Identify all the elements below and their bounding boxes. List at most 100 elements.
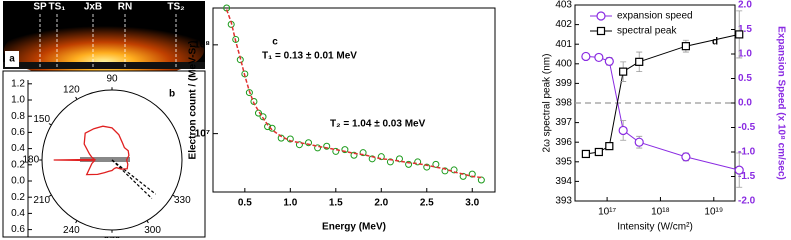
- legend-label: spectral peak: [617, 26, 677, 37]
- angle-tick-label: 330: [174, 195, 191, 206]
- x-tick-label: 3.0: [465, 198, 479, 209]
- y2-tick-label: 2.0: [738, 0, 752, 11]
- data-point: [432, 160, 440, 168]
- y-tick-label: 395: [555, 156, 572, 167]
- annotation: T₂ = 1.04 ± 0.03 MeV: [330, 119, 426, 130]
- data-point: [681, 152, 691, 162]
- y2-tick-label: 1.5: [738, 24, 752, 35]
- data-point: [332, 147, 340, 155]
- panel-label-box: [5, 51, 19, 67]
- data-point: [634, 137, 644, 147]
- panel-label: c: [272, 37, 278, 48]
- legend-marker: [596, 11, 606, 21]
- y2-tick-label: -1.5: [738, 171, 756, 182]
- y-tick-label: 398: [555, 98, 572, 109]
- data-point: [341, 146, 349, 154]
- y-tick-label: 402: [555, 19, 572, 30]
- angle-tick-label: 90: [106, 73, 118, 84]
- data-point: [605, 142, 614, 151]
- y-axis-label: 2ω spectral peak (nm): [542, 54, 553, 153]
- legend-label: expansion speed: [617, 11, 693, 22]
- angle-tick: [172, 194, 176, 197]
- y-tick-label: 0.2: [11, 192, 25, 203]
- data-point: [594, 52, 604, 63]
- x-tick-label: 1.0: [283, 198, 297, 209]
- data-point: [735, 30, 744, 39]
- data-point: [618, 125, 628, 136]
- x-tick-label: 10¹⁸: [651, 207, 670, 218]
- x-tick-label: 2.5: [420, 198, 434, 209]
- x-tick-label: 0.5: [238, 198, 252, 209]
- y-tick-label: 393: [555, 196, 572, 207]
- data-point: [604, 56, 614, 66]
- angle-tick: [48, 123, 52, 126]
- y-tick-label: 397: [555, 117, 572, 128]
- panel-label: d: [712, 37, 718, 48]
- data-point: [635, 57, 644, 66]
- x-tick-label: 2.0: [374, 198, 388, 209]
- angle-tick: [75, 220, 78, 224]
- x-tick-label: 1.5: [329, 198, 343, 209]
- angle-tick-label: 300: [144, 225, 161, 236]
- y-tick-label: 400: [555, 58, 572, 69]
- y-tick-label: 10⁷: [195, 128, 210, 139]
- data-point: [295, 141, 303, 149]
- y2-tick-label: 0.5: [738, 73, 752, 84]
- annotation: T₁ = 0.13 ± 0.01 MeV: [262, 51, 357, 62]
- panel-label: a: [9, 54, 15, 65]
- y-tick-label: 394: [555, 176, 572, 187]
- angle-tick-label: 240: [63, 225, 80, 236]
- y2-tick-label: 1.0: [738, 49, 752, 60]
- data-point: [232, 35, 240, 43]
- x-axis-label: Intensity (W/cm²): [617, 222, 693, 233]
- angle-tick-label: 180: [22, 155, 39, 166]
- image-label: RN: [118, 2, 132, 13]
- y2-tick-label: -2.0: [738, 196, 756, 207]
- plot-frame: [212, 7, 496, 193]
- beam-bar: [80, 157, 130, 162]
- data-point: [405, 160, 413, 168]
- data-point: [268, 124, 276, 132]
- y-tick-label: 399: [555, 78, 572, 89]
- data-point: [359, 149, 367, 157]
- data-point: [581, 149, 590, 159]
- data-point: [254, 109, 262, 117]
- y2-tick-label: -0.5: [738, 122, 756, 133]
- y2-tick-label: -1.0: [738, 147, 756, 158]
- y-tick-label: 0.2: [11, 159, 25, 170]
- angle-tick-label: 150: [33, 114, 50, 125]
- image-target: [3, 62, 205, 69]
- fit-line: [225, 9, 482, 179]
- x-tick-label: 10¹⁷: [598, 207, 616, 218]
- y-tick-label: 1.2: [11, 78, 25, 89]
- angle-tick: [48, 194, 52, 197]
- image-label: TS₂: [167, 2, 184, 13]
- data-point: [734, 165, 744, 175]
- data-point: [441, 167, 449, 175]
- data-point: [377, 153, 385, 161]
- data-point: [619, 67, 628, 76]
- y-tick-label: 10⁸: [194, 39, 210, 50]
- data-point: [305, 139, 313, 147]
- y-tick-label: 0.8: [11, 111, 25, 122]
- y-axis-label: Electron count / (MeV-Sr): [188, 41, 199, 160]
- image-label: TS₁: [49, 2, 66, 13]
- angle-tick-label: 210: [33, 195, 50, 206]
- panel-label: b: [169, 89, 175, 100]
- y-tick-label: 0.4: [11, 208, 25, 219]
- data-point: [395, 155, 403, 163]
- data-point: [581, 51, 591, 62]
- image-label: SP: [33, 2, 47, 13]
- y-tick-label: 396: [555, 137, 572, 148]
- y-tick-label: 0.6: [11, 224, 25, 235]
- y-tick-label: 0.0: [11, 176, 25, 187]
- polar-curve: [53, 125, 130, 176]
- angle-tick: [75, 96, 78, 100]
- data-point: [245, 89, 253, 97]
- data-point: [414, 158, 422, 166]
- panel-frame: [2, 70, 206, 238]
- data-point: [681, 42, 690, 51]
- y-tick-label: 0.4: [11, 143, 25, 154]
- direction-arrow: [111, 159, 153, 199]
- data-point: [259, 113, 267, 121]
